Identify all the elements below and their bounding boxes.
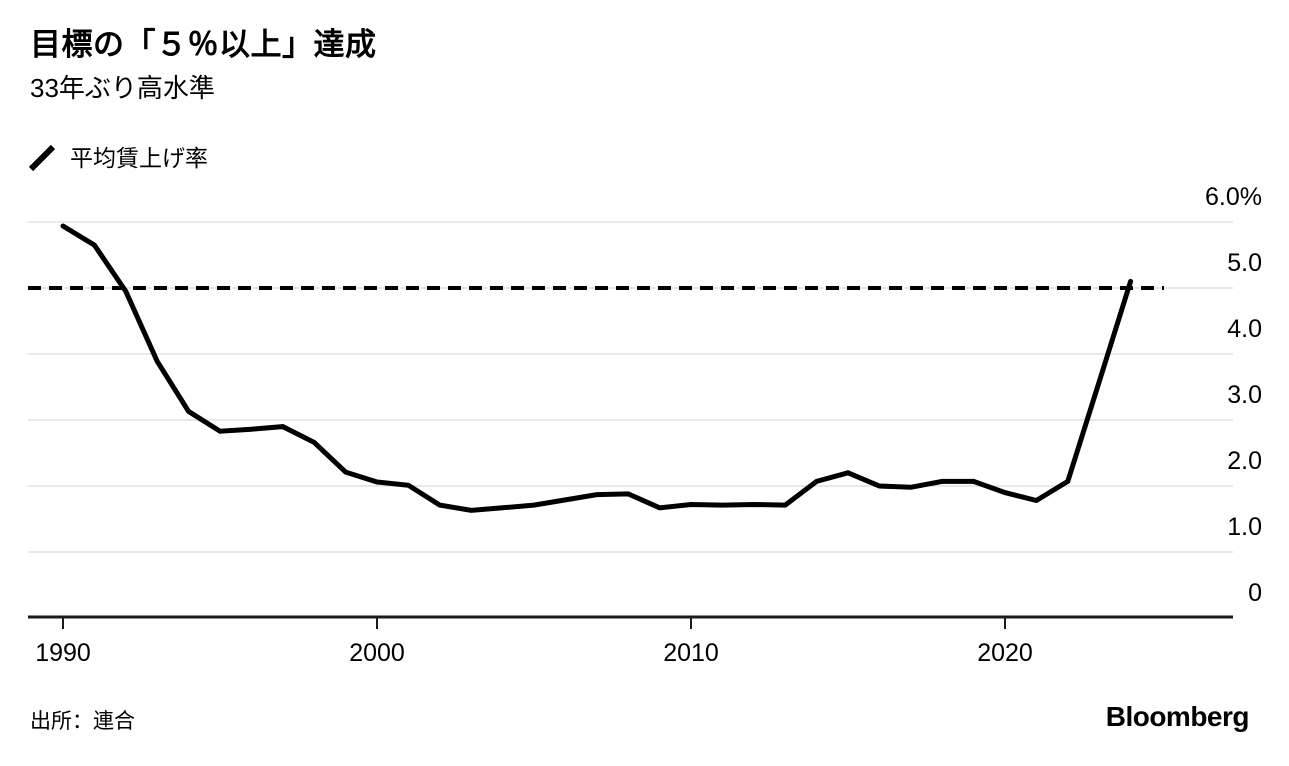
y-axis-label: 1.0 [1227,513,1262,541]
chart-title: 目標の「５％以上」達成 [30,27,377,62]
x-axis-label: 2000 [349,639,405,667]
y-axis-label: 0 [1248,579,1262,607]
wage-rate-line [60,223,1134,513]
source-note: 出所：連合 [30,710,135,733]
y-axis-label: 2.0 [1227,447,1262,475]
x-axis-label: 2010 [663,639,719,667]
y-axis-label: 6.0% [1205,183,1262,211]
y-axis-label: 4.0 [1227,315,1262,343]
x-axis-label: 1990 [35,639,91,667]
legend-label: 平均賃上げ率 [70,145,208,171]
y-axis-label: 3.0 [1227,381,1262,409]
legend: 平均賃上げ率 [28,143,208,173]
chart-header: 目標の「５％以上」達成 33年ぶり高水準 [30,26,377,104]
x-axis-label: 2020 [977,639,1033,667]
chart-subtitle: 33年ぶり高水準 [30,72,215,103]
bloomberg-logo: Bloomberg [1105,701,1250,732]
line-series-icon [28,144,56,172]
y-axis-label: 5.0 [1227,249,1262,277]
